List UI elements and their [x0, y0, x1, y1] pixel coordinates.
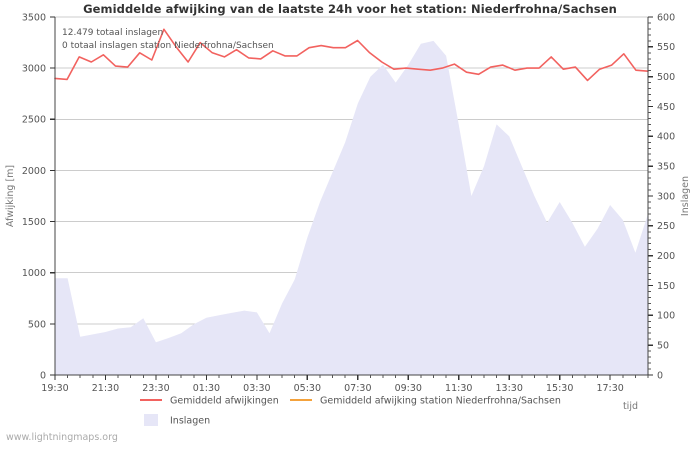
- right-axis-tick-label: 450: [657, 102, 675, 113]
- x-axis-tick-label: 05:30: [294, 383, 321, 394]
- right-axis-tick-label: 100: [657, 311, 675, 322]
- x-axis-tick-label: 21:30: [92, 383, 119, 394]
- right-axis-tick-label: 500: [657, 72, 675, 83]
- left-axis-tick-label: 2000: [22, 166, 46, 177]
- right-axis-tick-label: 0: [657, 370, 663, 381]
- x-axis-title: tijd: [623, 401, 638, 412]
- left-axis-tick-label: 3500: [22, 12, 46, 23]
- legend-label-inslagen: Inslagen: [170, 415, 210, 426]
- left-axis-tick-label: 0: [40, 370, 46, 381]
- left-axis-tick-label: 500: [28, 319, 46, 330]
- x-axis-tick-label: 15:30: [546, 383, 573, 394]
- left-axis-tick-label: 1000: [22, 268, 46, 279]
- x-axis-tick-label: 11:30: [445, 383, 472, 394]
- x-axis-tick-label: 13:30: [496, 383, 523, 394]
- left-axis-tick-label: 3000: [22, 64, 46, 75]
- left-axis-tick-label: 1500: [22, 217, 46, 228]
- annotation-station-strikes: 0 totaal inslagen station Niederfrohna/S…: [62, 41, 274, 51]
- right-axis-tick-label: 550: [657, 42, 675, 53]
- series-line-gemiddeld-afwijkingen: [54, 28, 649, 82]
- right-axis-tick-label: 600: [657, 12, 675, 23]
- footer-url: www.lightningmaps.org: [6, 432, 118, 443]
- chart-title: Gemiddelde afwijking van de laatste 24h …: [83, 2, 617, 16]
- right-axis-tick-label: 300: [657, 191, 675, 202]
- x-axis-tick-label: 17:30: [596, 383, 623, 394]
- x-axis-tick-label: 09:30: [395, 383, 422, 394]
- right-axis-tick-label: 350: [657, 162, 675, 173]
- legend-marker-inslagen: [144, 414, 158, 426]
- right-axis-tick-label: 150: [657, 281, 675, 292]
- legend-label-gemiddeld-afwijkingen: Gemiddeld afwijkingen: [170, 395, 279, 406]
- legend-label-station: Gemiddeld afwijking station Niederfrohna…: [320, 395, 561, 406]
- right-axis-title: Inslagen: [680, 176, 691, 216]
- left-axis-tick-label: 2500: [22, 115, 46, 126]
- annotation-total-strikes: 12.479 totaal inslagen: [62, 28, 163, 38]
- x-axis-tick-label: 01:30: [193, 383, 220, 394]
- x-axis-tick-label: 19:30: [41, 383, 68, 394]
- x-axis-tick-label: 03:30: [243, 383, 270, 394]
- right-axis-tick-label: 250: [657, 221, 675, 232]
- right-axis-tick-label: 200: [657, 251, 675, 262]
- x-axis-tick-label: 23:30: [142, 383, 169, 394]
- series-area-inslagen: [55, 40, 648, 376]
- x-axis-tick-label: 07:30: [344, 383, 371, 394]
- left-axis-title: Afwijking [m]: [5, 165, 16, 227]
- right-axis-tick-label: 50: [657, 341, 669, 352]
- right-axis-tick-label: 400: [657, 132, 675, 143]
